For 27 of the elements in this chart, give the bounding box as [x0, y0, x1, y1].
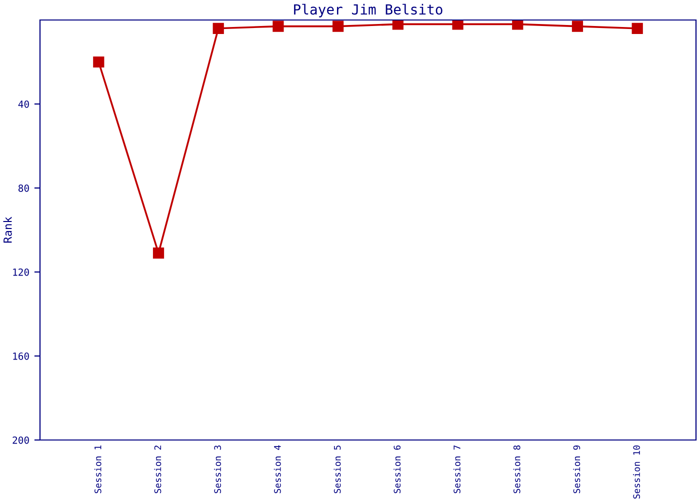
point — [632, 22, 643, 34]
point — [93, 56, 104, 68]
x-tick-label: Session 2 — [154, 446, 162, 494]
chart-title: Player Jim Belsito — [294, 4, 442, 18]
x-tick-label: Session 1 — [94, 445, 102, 494]
point — [272, 20, 284, 32]
point — [572, 20, 584, 32]
x-tick-label: Session 5 — [334, 446, 341, 494]
x-tick-label: Session 4 — [274, 445, 281, 494]
x-tick-label: Session 9 — [573, 445, 580, 494]
point — [452, 20, 464, 30]
point — [392, 20, 404, 30]
point — [212, 22, 224, 34]
y-tick-label: 120 — [13, 268, 29, 276]
x-tick-label: Session 3 — [214, 446, 222, 494]
y-axis-title: Rank — [3, 216, 12, 243]
x-tick-label: Session 6 — [394, 445, 401, 494]
point — [332, 20, 344, 32]
x-tick-label: Session 8 — [513, 445, 520, 494]
point — [512, 20, 524, 30]
y-tick-label: 80 — [18, 184, 29, 192]
x-tick-label: Session 7 — [453, 446, 460, 494]
y-tick-label: 200 — [12, 436, 29, 444]
y-tick-label: 160 — [13, 352, 29, 360]
y-tick-label: 40 — [18, 100, 29, 108]
x-tick-label: Session 10 — [633, 445, 640, 499]
point — [152, 248, 164, 259]
